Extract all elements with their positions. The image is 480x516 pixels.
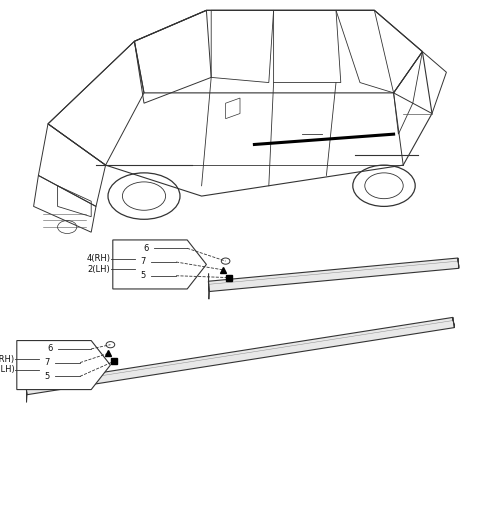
Text: 5: 5: [44, 372, 49, 381]
Text: 5: 5: [140, 271, 145, 280]
Polygon shape: [208, 258, 459, 292]
Text: 7: 7: [140, 257, 145, 266]
Polygon shape: [113, 240, 206, 289]
Text: 2(LH): 2(LH): [88, 265, 110, 274]
Text: 7: 7: [44, 358, 49, 367]
Text: 3(RH): 3(RH): [0, 354, 14, 364]
Text: 6: 6: [144, 244, 149, 253]
Text: 4(RH): 4(RH): [86, 254, 110, 263]
Text: 6: 6: [48, 344, 53, 353]
Polygon shape: [26, 317, 454, 395]
Polygon shape: [17, 341, 110, 390]
Text: 1(LH): 1(LH): [0, 365, 14, 375]
